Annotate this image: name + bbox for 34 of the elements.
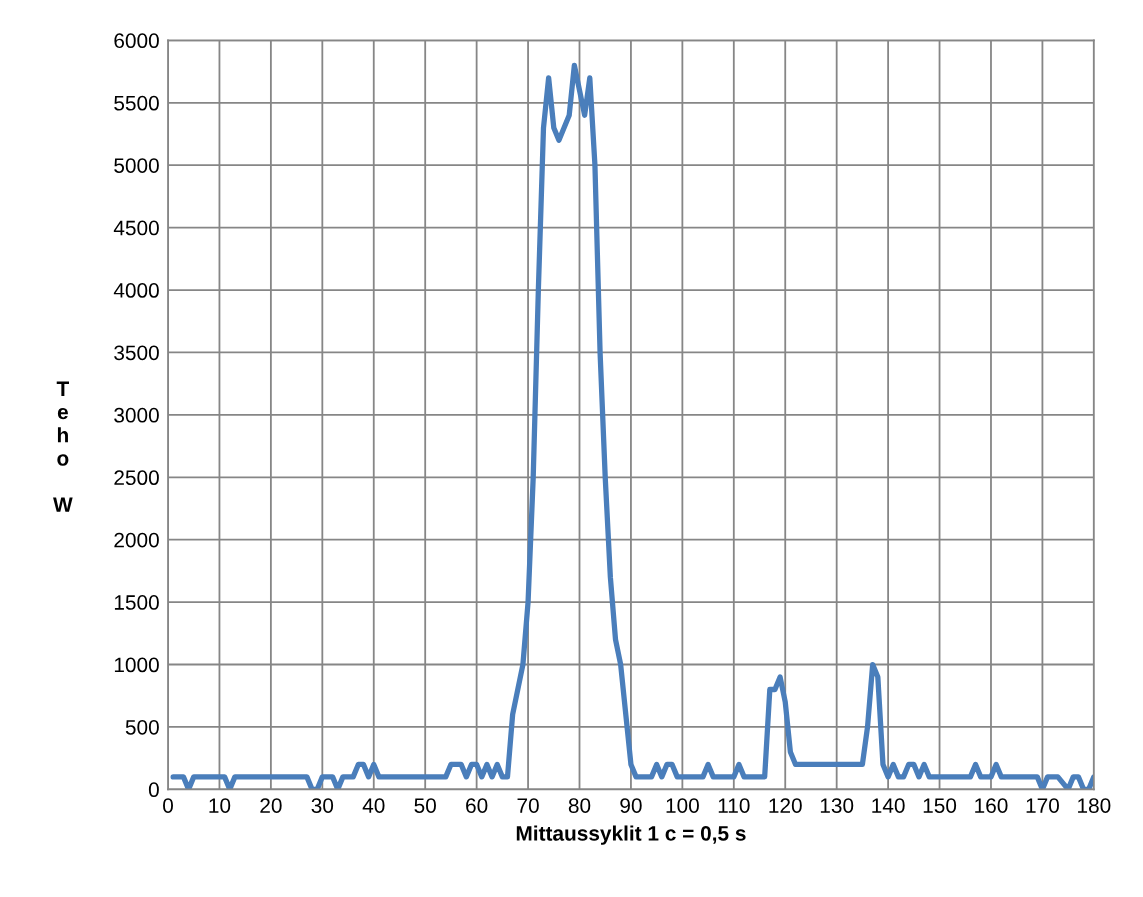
- x-tick-label: 20: [260, 798, 282, 813]
- x-tick-label: 80: [568, 798, 591, 813]
- x-tick-label: 160: [975, 798, 1008, 813]
- x-tick-label: 0: [163, 798, 173, 813]
- y-tick-label: 5000: [114, 158, 159, 173]
- y-tick-label: 500: [125, 719, 159, 735]
- x-tick-label: 100: [666, 798, 699, 813]
- x-tick-label: 50: [414, 798, 436, 813]
- x-tick-label: 130: [820, 798, 854, 813]
- y-tick-label: 1000: [114, 657, 159, 673]
- x-tick-label: 30: [311, 798, 334, 813]
- x-axis-title: Mittaussyklit 1 c = 0,5 s: [516, 825, 746, 845]
- x-tick-label: 110: [718, 798, 750, 813]
- x-tick-label: 90: [620, 798, 642, 813]
- y-tick-label: 3000: [114, 407, 159, 423]
- y-tick-label: 2500: [114, 470, 159, 486]
- y-tick-label: 6000: [114, 33, 159, 49]
- x-tick-label: 70: [517, 798, 539, 813]
- x-tick-label: 10: [209, 798, 231, 813]
- x-tick-label: 180: [1078, 798, 1111, 813]
- x-tick-label: 170: [1026, 798, 1059, 813]
- x-tick-label: 60: [466, 798, 488, 813]
- x-tick-label: 40: [362, 798, 385, 813]
- y-tick-label: 4000: [113, 283, 159, 298]
- y-tick-label: 5500: [114, 95, 159, 111]
- y-tick-label: 2000: [114, 532, 159, 548]
- y-tick-label: 4500: [113, 220, 159, 236]
- y-tick-label: 0: [148, 782, 159, 798]
- x-tick-label: 140: [872, 798, 905, 813]
- y-tick-label: 3500: [114, 345, 159, 361]
- x-tick-label: 150: [923, 798, 957, 813]
- text: Teho W: [53, 381, 73, 512]
- x-tick-label: 120: [769, 798, 802, 813]
- y-tick-label: 1500: [114, 595, 159, 610]
